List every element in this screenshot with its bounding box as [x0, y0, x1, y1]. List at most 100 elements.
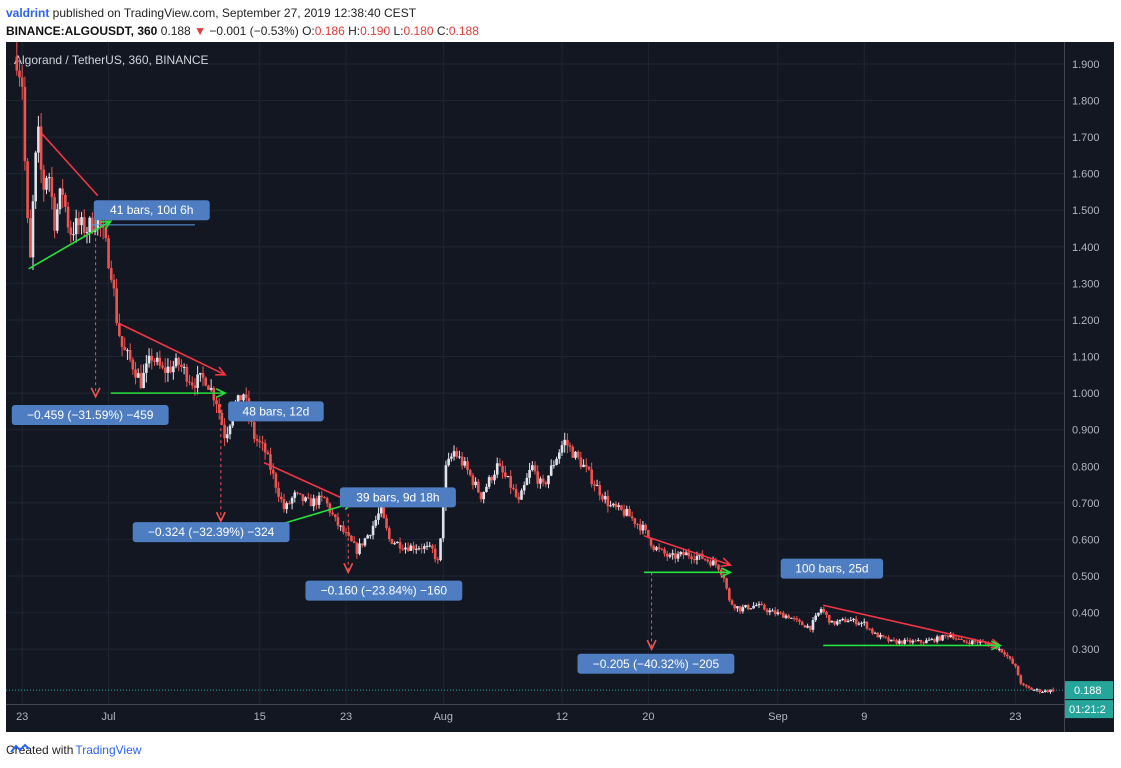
- candle-body: [58, 188, 62, 210]
- candle-body: [919, 640, 923, 643]
- price-chart[interactable]: 1.900 1.800 1.700 1.600 1.500 1.400 1.300 1.200…: [6, 42, 1114, 732]
- candle-body: [393, 543, 396, 545]
- resistance-trendline: [823, 604, 1001, 647]
- candle-body: [458, 456, 461, 458]
- measure-label-box: [228, 401, 324, 422]
- candle-body: [811, 620, 815, 630]
- trendline-arrow-icon: [215, 388, 227, 399]
- candle-body: [261, 442, 264, 444]
- candle-body: [773, 610, 777, 615]
- candle-body: [517, 496, 521, 500]
- candle-body: [293, 492, 297, 498]
- candle-body: [296, 492, 299, 494]
- candle-body: [520, 490, 523, 500]
- candle-body: [1046, 690, 1050, 692]
- candle-body: [201, 373, 205, 378]
- candle-body: [879, 634, 882, 638]
- candle-body: [622, 509, 626, 516]
- chart-background: [6, 42, 1114, 732]
- candle-body: [509, 476, 513, 488]
- candle-body: [603, 496, 607, 500]
- candle-body: [228, 425, 232, 435]
- candle-body: [655, 547, 658, 550]
- candle-body: [220, 412, 224, 425]
- published-text: published on TradingView.com, September …: [49, 6, 417, 20]
- candle-body: [315, 498, 318, 505]
- candle-body: [892, 639, 896, 641]
- price-change: −0.001 (−0.53%): [209, 24, 299, 38]
- candle-body: [223, 424, 226, 439]
- y-tick-label: 1.600: [1072, 169, 1100, 181]
- candle-body: [609, 505, 612, 507]
- x-tick-label: 15: [254, 711, 266, 723]
- drop-arrow-icon: [646, 639, 657, 651]
- y-tick-label: 0.700: [1072, 498, 1100, 510]
- high-value: 0.190: [360, 24, 391, 38]
- candle-body: [161, 365, 164, 368]
- candle-body: [193, 385, 197, 388]
- candle-body: [738, 606, 742, 612]
- candle-body: [304, 497, 307, 502]
- candle-body: [441, 504, 445, 539]
- candle-body: [790, 617, 793, 619]
- candle-body: [477, 481, 480, 493]
- candle-body: [555, 458, 558, 465]
- candle-body: [258, 440, 262, 443]
- candle-body: [957, 638, 961, 640]
- candle-body: [493, 474, 496, 481]
- candle-body: [895, 640, 898, 644]
- candle-body: [965, 641, 969, 643]
- candle-body: [115, 288, 118, 324]
- last-price: 0.188: [160, 24, 191, 38]
- candle-body: [69, 227, 73, 235]
- candle-body: [1027, 686, 1031, 688]
- candle-body: [455, 451, 459, 457]
- candle-body: [460, 456, 464, 466]
- candle-body: [587, 466, 591, 470]
- chart-area[interactable]: 1.900 1.800 1.700 1.600 1.500 1.400 1.300 1.200…: [6, 42, 1114, 732]
- candle-body: [396, 541, 399, 544]
- candle-body: [814, 615, 817, 621]
- candle-body: [690, 556, 693, 560]
- candle-body: [860, 622, 863, 624]
- author-link[interactable]: valdrint: [6, 6, 50, 20]
- candle-body: [854, 618, 858, 625]
- open-label: O:: [302, 24, 315, 38]
- candle-body: [717, 564, 720, 570]
- candle-body: [482, 491, 486, 500]
- candle-body: [922, 642, 925, 644]
- candle-body: [792, 617, 796, 619]
- candle-body: [887, 637, 890, 642]
- candle-body: [39, 126, 43, 170]
- candle-body: [450, 456, 453, 459]
- candle-body: [485, 486, 488, 492]
- y-tick-label: 1.500: [1072, 205, 1100, 217]
- candle-body: [749, 608, 753, 610]
- candle-body: [209, 387, 213, 390]
- tradingview-link[interactable]: TradingView: [75, 743, 142, 757]
- candle-body: [444, 465, 448, 505]
- resistance-trendline: [263, 461, 353, 504]
- candle-body: [706, 559, 710, 562]
- candle-body: [217, 404, 221, 413]
- candle-body: [77, 218, 81, 226]
- trendline-arrow-icon: [100, 220, 113, 230]
- candle-body: [943, 635, 947, 637]
- candle-body: [582, 464, 585, 468]
- close-value: 0.188: [448, 24, 479, 38]
- support-trendline: [28, 220, 112, 270]
- candle-body: [938, 636, 942, 641]
- x-tick-label: Sep: [768, 711, 788, 723]
- y-tick-label: 0.500: [1072, 571, 1100, 583]
- candle-body: [644, 524, 647, 530]
- candle-body: [398, 541, 402, 549]
- candle-body: [579, 457, 583, 468]
- candle-body: [752, 605, 755, 609]
- x-tick-label: 12: [556, 711, 568, 723]
- candle-body: [841, 619, 844, 621]
- candle-body: [620, 505, 623, 510]
- candle-body: [830, 620, 834, 623]
- candle-body: [134, 369, 137, 378]
- x-tick-label: 9: [861, 711, 867, 723]
- candle-body: [771, 610, 774, 612]
